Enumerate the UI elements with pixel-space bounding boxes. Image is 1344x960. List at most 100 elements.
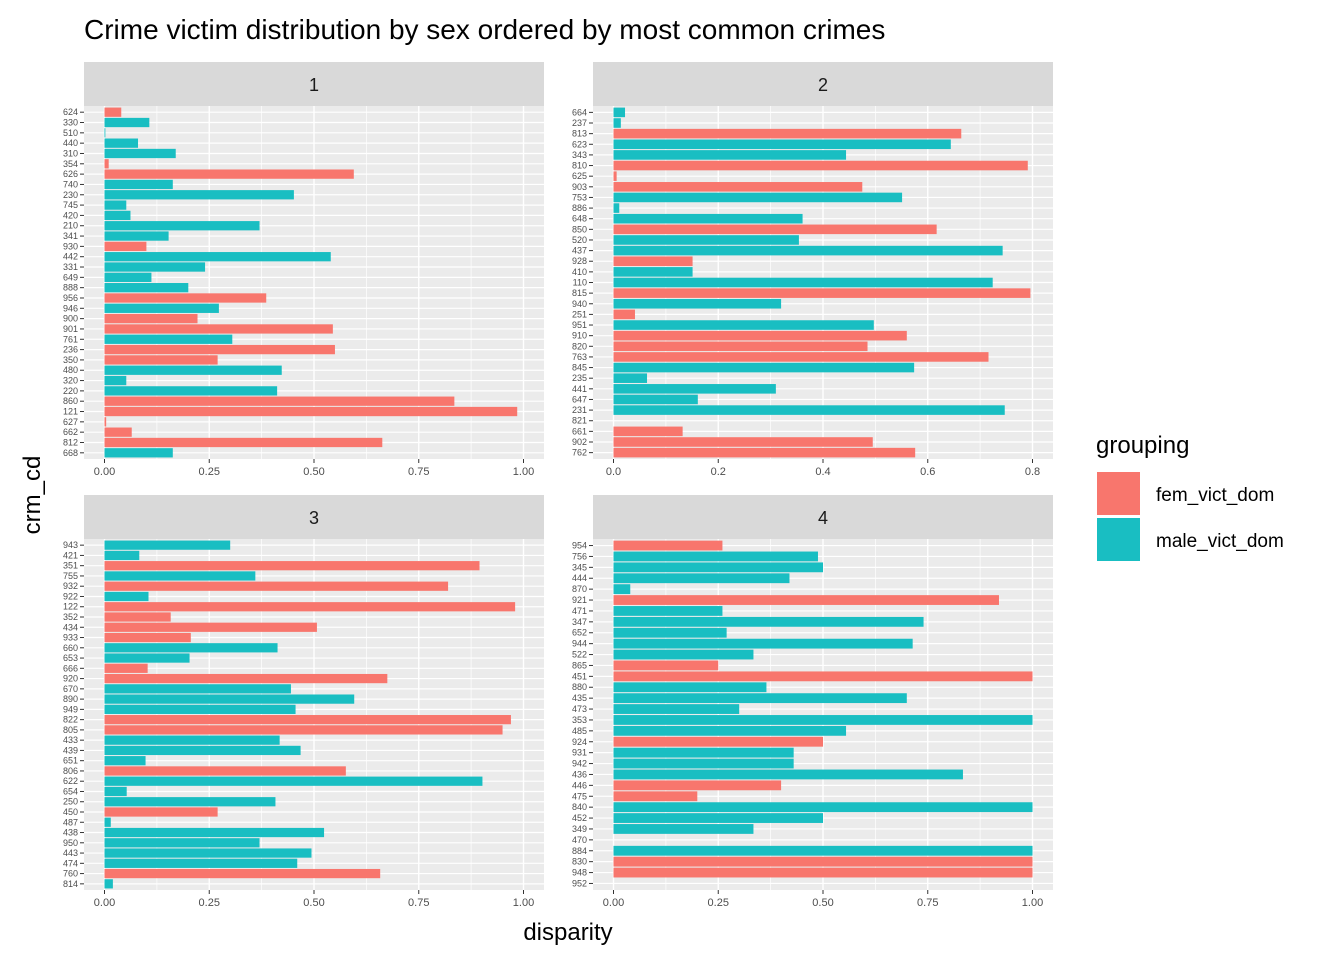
- bar-237: [613, 118, 621, 128]
- y-tick-label: 452: [572, 813, 587, 823]
- y-tick-label: 902: [572, 437, 587, 447]
- bar-814: [104, 879, 113, 889]
- bar-110: [613, 277, 993, 288]
- y-tick-label: 446: [572, 780, 587, 790]
- bar-421: [104, 550, 140, 561]
- y-tick-label: 470: [572, 835, 587, 845]
- bar-648: [613, 213, 803, 224]
- y-tick-label: 480: [63, 365, 78, 375]
- y-tick-label: 626: [63, 169, 78, 179]
- y-tick-label: 471: [572, 606, 587, 616]
- y-tick-label: 860: [63, 396, 78, 406]
- bar-440: [104, 138, 139, 148]
- y-tick-label: 890: [63, 694, 78, 704]
- y-tick-label: 121: [63, 407, 78, 417]
- facet-panel-1: 10.00 0.25 0.50 0.75 1.006243305104403103546…: [63, 62, 544, 478]
- x-tick-label: 0.4: [815, 466, 830, 478]
- facet-panel-2: 2 0.0 0.2 0.4 0.6 0.8 664237813623343810625903…: [572, 62, 1053, 478]
- y-tick-label: 950: [63, 838, 78, 848]
- bar-352: [104, 612, 171, 622]
- y-tick-label: 932: [63, 581, 78, 591]
- bar-920: [104, 673, 388, 684]
- y-tick-label: 442: [63, 252, 78, 262]
- y-tick-label: 624: [63, 107, 78, 117]
- bar-441: [613, 384, 776, 394]
- bar-351: [104, 561, 480, 571]
- bar-522: [613, 649, 754, 660]
- y-tick-label: 210: [63, 221, 78, 231]
- x-tick-label: 0.25: [199, 897, 220, 909]
- bar-485: [613, 725, 847, 736]
- y-tick-label: 235: [572, 373, 587, 383]
- bar-330: [104, 117, 150, 128]
- bar-805: [104, 725, 503, 735]
- y-tick-label: 230: [63, 190, 78, 200]
- bar-944: [613, 638, 913, 649]
- y-tick-label: 622: [63, 776, 78, 786]
- facet-strip: [593, 495, 1053, 539]
- bar-830: [613, 856, 1033, 867]
- x-tick-label: 0.00: [603, 897, 624, 909]
- y-tick-label: 647: [572, 394, 587, 404]
- y-tick-label: 353: [572, 715, 587, 725]
- bar-820: [613, 341, 868, 352]
- bar-652: [613, 627, 727, 638]
- bar-932: [104, 581, 449, 591]
- facet-strip: [84, 62, 544, 106]
- bar-354: [104, 159, 109, 169]
- bar-810: [613, 160, 1028, 171]
- bar-121: [104, 406, 518, 417]
- bar-812: [104, 437, 383, 448]
- y-tick-label: 888: [63, 283, 78, 293]
- y-tick-label: 944: [572, 639, 587, 649]
- bar-951: [613, 320, 874, 330]
- x-tick-label: 0.6: [920, 466, 935, 478]
- y-tick-label: 347: [572, 617, 587, 627]
- bar-622: [104, 776, 483, 786]
- x-tick-label: 0.25: [708, 897, 729, 909]
- x-tick-label: 0.75: [408, 897, 429, 909]
- y-tick-label: 352: [63, 612, 78, 622]
- bar-442: [104, 252, 331, 262]
- y-tick-label: 250: [63, 797, 78, 807]
- bar-654: [104, 786, 127, 797]
- bar-910: [613, 330, 907, 341]
- y-tick-label: 956: [63, 293, 78, 303]
- bar-888: [104, 283, 189, 293]
- bar-649: [104, 272, 152, 282]
- bar-520: [613, 235, 799, 245]
- y-tick-label: 354: [63, 159, 78, 169]
- legend-key-male: [1097, 518, 1140, 561]
- bar-668: [104, 448, 173, 458]
- y-tick-label: 651: [63, 756, 78, 766]
- bar-343: [613, 150, 847, 160]
- bar-647: [613, 394, 698, 405]
- chart-title: Crime victim distribution by sex ordered…: [84, 14, 885, 45]
- x-tick-label: 0.25: [199, 466, 220, 478]
- y-tick-label: 351: [63, 561, 78, 571]
- y-tick-label: 760: [63, 869, 78, 879]
- y-tick-label: 943: [63, 540, 78, 550]
- bar-666: [104, 663, 148, 673]
- bar-840: [613, 802, 1033, 813]
- y-tick-label: 830: [572, 857, 587, 867]
- y-tick-label: 661: [572, 426, 587, 436]
- bar-627: [104, 417, 107, 427]
- bar-815: [613, 288, 1031, 298]
- y-tick-label: 345: [572, 562, 587, 572]
- y-tick-label: 954: [572, 541, 587, 551]
- bar-850: [613, 224, 937, 235]
- y-tick-label: 940: [572, 299, 587, 309]
- bar-931: [613, 747, 794, 758]
- legend-label-fem: fem_vict_dom: [1156, 485, 1274, 506]
- bar-940: [613, 298, 782, 309]
- x-tick-label: 0.2: [711, 466, 726, 478]
- bar-950: [104, 838, 260, 848]
- bar-806: [104, 766, 346, 776]
- y-tick-label: 341: [63, 231, 78, 241]
- bar-653: [104, 653, 190, 663]
- legend-key-fem: [1097, 472, 1140, 515]
- facet-strip-label: 2: [818, 75, 828, 95]
- y-tick-label: 522: [572, 650, 587, 660]
- bar-626: [104, 169, 354, 179]
